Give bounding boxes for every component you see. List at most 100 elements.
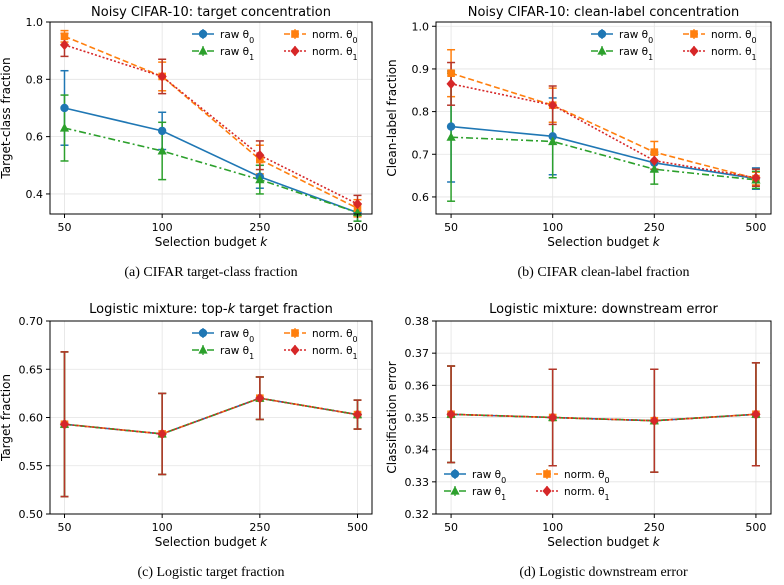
series-line-3	[64, 127, 358, 214]
x-tick-label: 100	[542, 221, 563, 234]
data-point	[59, 123, 70, 132]
y-tick-label: 0.37	[405, 347, 430, 360]
data-point	[255, 150, 265, 161]
y-tick-label: 0.6	[26, 131, 44, 144]
y-tick-label: 0.8	[26, 73, 44, 86]
plot-frame	[49, 21, 373, 215]
legend-marker	[198, 46, 208, 55]
y-tick-label: 0.9	[412, 63, 430, 76]
legend-label: norm. θ0	[312, 328, 358, 344]
series-line-2	[64, 35, 358, 209]
x-tick-label: 250	[644, 521, 665, 534]
y-tick-label: 0.4	[26, 188, 44, 201]
figure-caption: (a) CIFAR target-class fraction	[124, 265, 297, 280]
legend-marker	[198, 328, 208, 338]
x-tick-label: 500	[745, 521, 766, 534]
y-axis-label: Target-class fraction	[0, 57, 13, 179]
legend-label: norm. θ0	[711, 29, 757, 45]
x-axis-label: Selection budget k	[155, 535, 268, 549]
legend-marker	[198, 345, 208, 354]
x-tick-label: 100	[542, 521, 563, 534]
chart-panel-4: 0.32 0.33 0.34 0.35 0.36 0.37 0.38 50 100 250 500 L…	[385, 302, 772, 580]
x-tick-label: 250	[249, 521, 270, 534]
legend-label: raw θ0	[472, 469, 506, 485]
x-tick-label: 250	[249, 221, 270, 234]
series-line-4	[451, 413, 756, 422]
legend-marker	[291, 30, 299, 38]
y-axis-label: Classification error	[385, 361, 399, 473]
legend-label: raw θ1	[220, 46, 254, 62]
legend-label: raw θ1	[619, 46, 653, 62]
legend-label: raw θ1	[472, 486, 506, 502]
y-tick-label: 0.70	[19, 315, 44, 328]
data-point	[60, 103, 69, 113]
x-axis-label: Selection budget k	[547, 535, 660, 549]
legend-label: raw θ0	[220, 328, 254, 344]
chart-title: Logistic mixture: top-k target fraction	[89, 302, 333, 317]
legend-marker	[290, 45, 300, 57]
figure-caption: (d) Logistic downstream error	[519, 565, 688, 580]
chart-panel-1: 0.4 0.6 0.8 1.0 50 100 250 500 Noisy CIFAR-10: t…	[0, 5, 373, 280]
y-tick-label: 0.35	[405, 412, 430, 425]
data-point	[157, 428, 167, 440]
legend-marker	[690, 30, 698, 38]
legend-label: norm. θ1	[564, 486, 610, 502]
legend-marker	[198, 29, 208, 39]
data-point	[447, 69, 455, 77]
legend-marker	[689, 45, 699, 57]
data-point	[157, 71, 167, 82]
y-tick-label: 0.65	[19, 363, 44, 376]
data-point	[255, 174, 265, 184]
data-point	[649, 415, 659, 426]
chart-panel-2: 0.6 0.7 0.8 0.9 1.0 50 100 250 500 Noisy CIFAR-10…	[385, 5, 772, 280]
y-tick-label: 0.8	[412, 106, 430, 119]
x-tick-label: 50	[444, 221, 458, 234]
x-tick-label: 500	[347, 221, 368, 234]
x-tick-label: 500	[745, 221, 766, 234]
data-point	[548, 132, 557, 141]
y-tick-label: 0.38	[405, 315, 430, 328]
data-point	[255, 393, 265, 404]
y-tick-label: 1.0	[26, 16, 44, 29]
legend-marker	[597, 46, 607, 55]
y-axis-label: Target fraction	[0, 374, 13, 462]
series-line-1	[64, 107, 358, 214]
figure-caption: (c) Logistic target fraction	[137, 565, 284, 580]
legend-marker	[542, 485, 552, 497]
legend-label: norm. θ1	[312, 345, 358, 361]
plot-frame	[435, 21, 772, 215]
legend-label: raw θ0	[220, 29, 254, 45]
legend-marker	[543, 470, 551, 478]
y-tick-label: 0.33	[405, 476, 430, 489]
y-tick-label: 0.60	[19, 412, 44, 425]
figure-caption: (b) CIFAR clean-label fraction	[518, 265, 690, 280]
legend-label: raw θ1	[220, 345, 254, 361]
x-axis-label: Selection budget k	[155, 235, 268, 249]
series-line-2	[450, 72, 757, 180]
y-tick-label: 0.36	[405, 379, 430, 392]
data-point	[548, 136, 558, 146]
legend-marker	[291, 329, 299, 337]
data-point	[446, 409, 456, 420]
data-point	[751, 172, 761, 183]
legend-marker	[450, 486, 460, 495]
x-tick-label: 100	[152, 221, 173, 234]
x-axis-label: Selection budget k	[547, 235, 660, 249]
y-tick-label: 0.32	[405, 508, 430, 521]
y-tick-label: 1.0	[412, 20, 430, 33]
x-tick-label: 100	[152, 521, 173, 534]
legend-marker	[290, 344, 300, 356]
series-line-4	[64, 44, 358, 205]
legend-label: norm. θ1	[711, 46, 757, 62]
legend-label: raw θ0	[619, 29, 653, 45]
series-line-3	[451, 136, 757, 181]
data-point	[649, 164, 659, 173]
x-tick-label: 50	[57, 221, 71, 234]
data-point	[352, 409, 363, 420]
y-tick-label: 0.7	[412, 148, 430, 161]
